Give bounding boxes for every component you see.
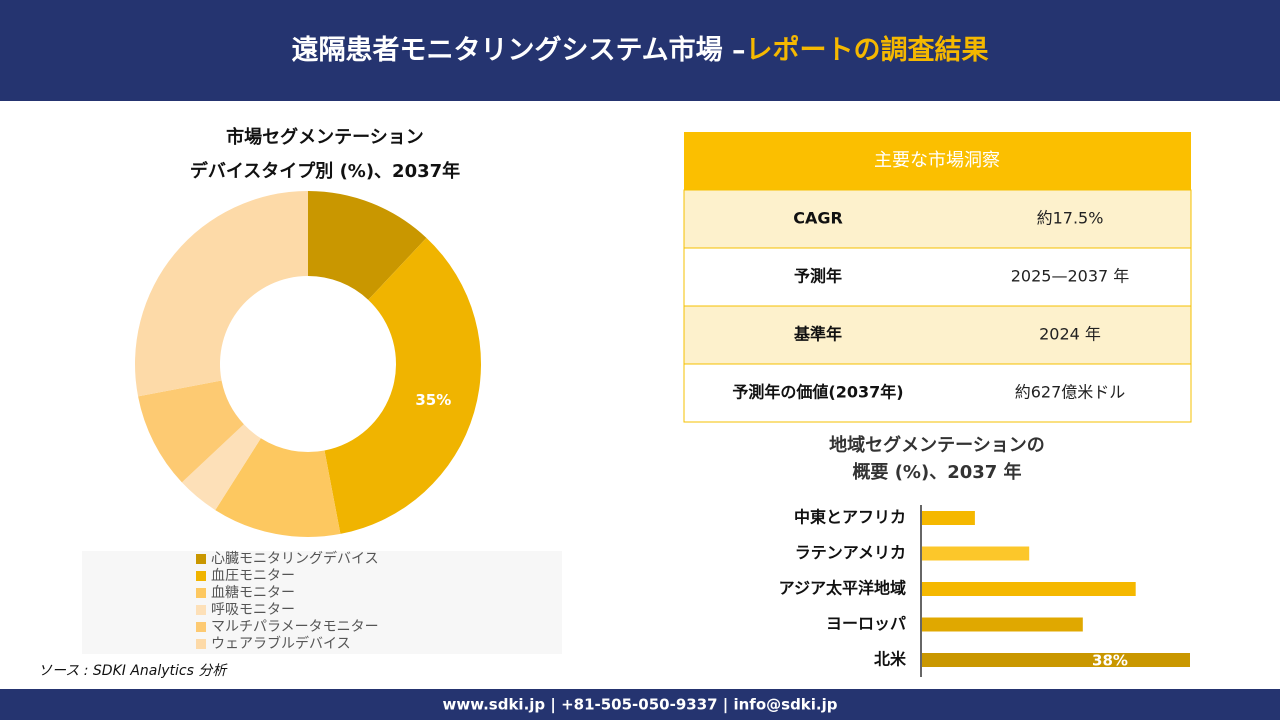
donut-segment [215, 438, 341, 537]
data-label: 35% [415, 391, 451, 409]
legend-swatch [196, 571, 206, 581]
legend-swatch [196, 622, 206, 632]
y-tick-label: アジア太平洋地域 [779, 579, 906, 598]
y-tick-label: ラテンアメリカ [795, 543, 906, 562]
donut-segment [324, 237, 481, 534]
donut-title: デバイスタイプ別 (%)、2037年 [190, 160, 460, 182]
table-label: 予測年 [794, 267, 842, 286]
y-tick-label: ヨーロッパ [826, 614, 906, 633]
table-label: CAGR [793, 209, 843, 228]
donut-segment [181, 424, 261, 511]
table-label: 基準年 [793, 325, 842, 344]
donut-segment [138, 380, 244, 483]
legend-swatch [196, 554, 206, 564]
table-row [683, 189, 1192, 249]
source: ソース : SDKI Analytics 分析 [38, 663, 228, 679]
table-header-text: 主要な市場洞察 [874, 150, 1000, 171]
legend-label: 心臓モニタリングデバイス [211, 550, 379, 567]
legend-box [82, 551, 562, 654]
legend-label: 呼吸モニター [211, 602, 295, 618]
legend-label: ウェアラブルデバイス [211, 635, 351, 652]
y-tick-label: 中東とアフリカ [794, 508, 906, 527]
table-header [684, 132, 1191, 190]
donut-title: 市場セグメンテーション [226, 126, 424, 148]
title-main: 遠隔患者モニタリングシステム市場 – [291, 34, 745, 66]
header-bar [0, 0, 1280, 101]
data-label: 38% [1092, 652, 1128, 670]
legend-label: 血圧モニター [211, 568, 295, 584]
table-value: 2024 年 [1039, 325, 1101, 344]
donut-segment [134, 191, 308, 397]
y-tick-label: 北米 [874, 650, 907, 669]
legend-swatch [196, 639, 206, 649]
table-value: 約17.5% [1037, 209, 1104, 228]
bar-title: 概要 (%)、2037 年 [852, 461, 1021, 483]
title-accent: レポートの調査結果 [746, 34, 989, 66]
table-value: 2025—2037 年 [1011, 267, 1130, 286]
bar-title: 地域セグメンテーションの [829, 434, 1045, 456]
table-label: 予測年の価値(2037年) [732, 383, 903, 402]
footer-bar [0, 689, 1280, 720]
bar [922, 511, 975, 525]
bar [922, 582, 1136, 596]
table-row [683, 247, 1192, 307]
bar [922, 617, 1083, 632]
table-row [683, 305, 1192, 365]
table-value: 約627億米ドル [1015, 383, 1126, 402]
bar [922, 546, 1030, 561]
table-row [683, 363, 1192, 423]
legend-swatch [196, 605, 206, 615]
footer: www.sdki.jp | +81-505-050-9337 | info@sd… [442, 696, 837, 715]
donut-segment [308, 191, 427, 300]
bar [922, 653, 1190, 667]
legend-swatch [196, 588, 206, 598]
legend-label: 血糖モニター [211, 585, 295, 601]
header-title: 遠隔患者モニタリングシステム市場 –レポートの調査結果 [291, 34, 988, 66]
legend-label: マルチパラメータモニター [211, 619, 379, 635]
